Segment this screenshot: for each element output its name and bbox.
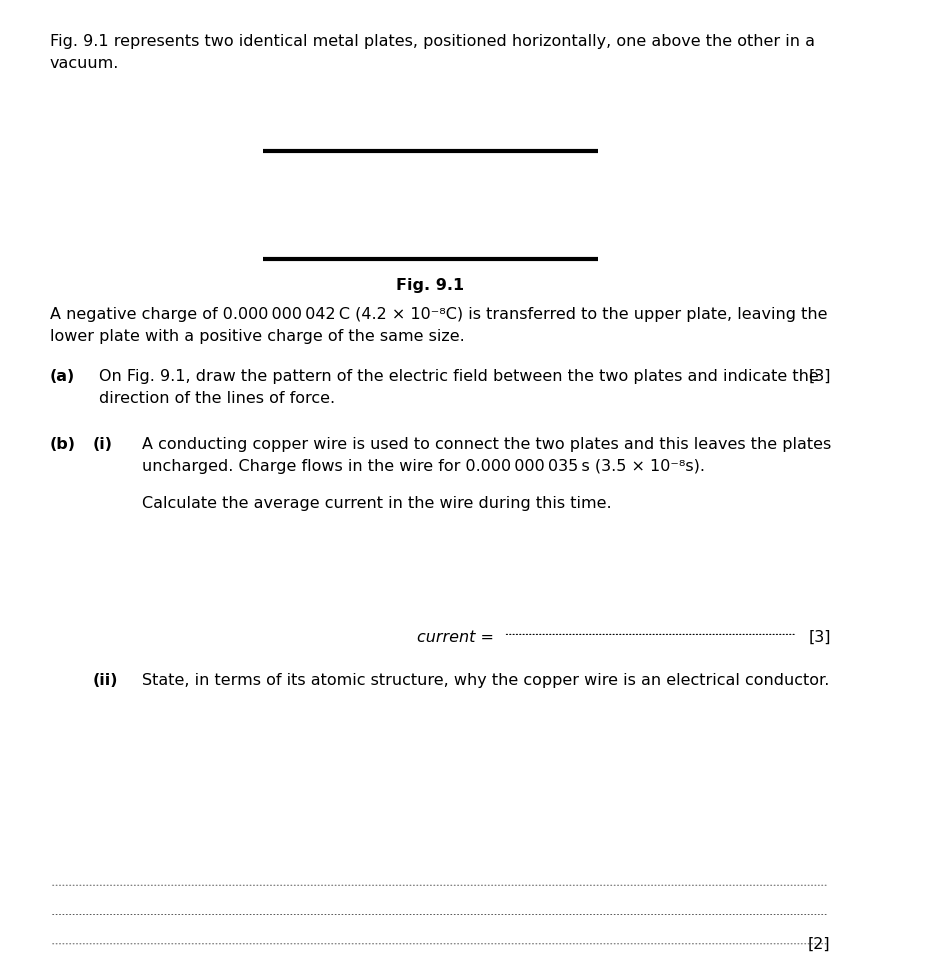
Text: A conducting copper wire is used to connect the two plates and this leaves the p: A conducting copper wire is used to conn…: [142, 437, 831, 473]
Text: (a): (a): [50, 369, 75, 384]
Text: (i): (i): [93, 437, 113, 452]
Text: Fig. 9.1: Fig. 9.1: [397, 278, 464, 293]
Text: Calculate the average current in the wire during this time.: Calculate the average current in the wir…: [142, 496, 612, 510]
Text: A negative charge of 0.000 000 042 C (4.2 × 10⁻⁸C) is transferred to the upper p: A negative charge of 0.000 000 042 C (4.…: [50, 307, 828, 344]
Text: Fig. 9.1 represents two identical metal plates, positioned horizontally, one abo: Fig. 9.1 represents two identical metal …: [50, 34, 815, 71]
Text: [3]: [3]: [808, 369, 831, 384]
Text: (b): (b): [50, 437, 76, 452]
Text: [2]: [2]: [808, 937, 831, 952]
Text: [3]: [3]: [808, 630, 831, 644]
Text: (ii): (ii): [93, 673, 118, 688]
Text: On Fig. 9.1, draw the pattern of the electric field between the two plates and i: On Fig. 9.1, draw the pattern of the ele…: [99, 369, 819, 406]
Text: current =: current =: [418, 630, 499, 644]
Text: State, in terms of its atomic structure, why the copper wire is an electrical co: State, in terms of its atomic structure,…: [142, 673, 830, 688]
